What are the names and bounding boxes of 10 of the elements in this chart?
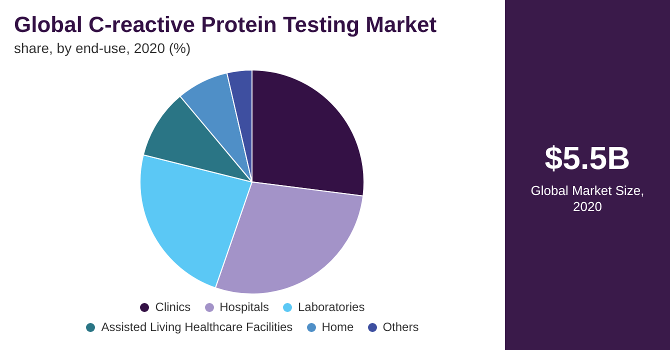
legend-label: Home bbox=[320, 320, 354, 334]
legend-label: Laboratories bbox=[296, 300, 365, 314]
chart-title: Global C-reactive Protein Testing Market bbox=[14, 12, 437, 38]
chart-subtitle: share, by end-use, 2020 (%) bbox=[14, 40, 191, 56]
text: Global Market Size, 2020 bbox=[530, 183, 646, 215]
legend-label: Others bbox=[382, 320, 419, 334]
text: $5.5B bbox=[544, 140, 632, 177]
legend-label: Clinics bbox=[154, 300, 191, 314]
legend-label: Hospitals bbox=[218, 300, 269, 314]
legend-label: Assisted Living Healthcare Facilities bbox=[100, 320, 293, 334]
